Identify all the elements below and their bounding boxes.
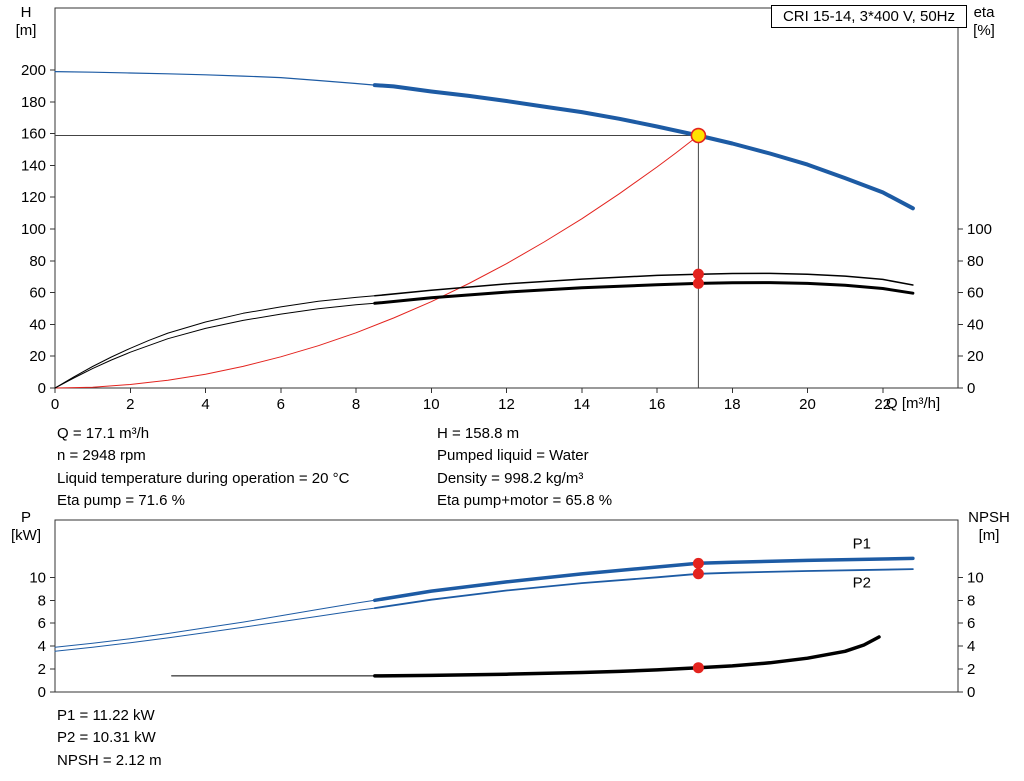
info-density: Density = 998.2 kg/m³ [437,469,584,487]
y-right-tick-label: 0 [967,380,975,397]
p2-duty-dot [692,568,704,580]
info-eta-pump: Eta pump = 71.6 % [57,491,185,509]
x-tick-label: 14 [573,396,590,413]
y-right-tick-label: 6 [967,615,975,632]
npsh-axis-title: NPSH [m] [960,509,1018,545]
x-tick-label: 6 [277,396,285,413]
info-liquid-temperature: Liquid temperature during operation = 20… [57,469,350,487]
eta-pump-motor-curve [373,281,915,305]
duty-point [690,127,707,144]
y-left-tick-label: 120 [21,189,46,206]
y-left-tick-label: 10 [29,569,46,586]
y-left-tick-label: 80 [29,253,46,270]
y-left-tick-label: 8 [38,592,46,609]
info-npsh: NPSH = 2.12 m [57,751,162,769]
y-right-tick-label: 8 [967,592,975,609]
eta-axis-title: eta [%] [962,4,1006,40]
h-axis-symbol: H [20,4,32,21]
x-tick-label: 8 [352,396,360,413]
eta-axis-unit: [%] [973,22,995,39]
head-curve [372,83,915,211]
x-tick-label: 10 [423,396,440,413]
eta-pump-motor-curve-extrapolated [54,302,376,389]
pump-model-box: CRI 15-14, 3*400 V, 50Hz [770,5,967,28]
x-tick-label: 12 [498,396,515,413]
y-left-tick-label: 180 [21,94,46,111]
y-left-tick-label: 6 [38,615,46,632]
x-tick-label: 16 [649,396,666,413]
p-axis-unit: [kW] [11,527,41,544]
p-axis-symbol: P [20,509,31,526]
x-tick-label: 22 [874,396,891,413]
h-axis-title: H [m] [4,4,48,40]
info-flow: Q = 17.1 m³/h [57,425,150,442]
p1-curve [373,556,915,603]
x-tick-label: 20 [799,396,816,413]
q-axis-title: Q [m³/h] [886,395,941,412]
x-tick-label: 2 [126,396,134,413]
y-right-tick-label: 4 [967,638,975,655]
y-left-tick-label: 20 [29,348,46,365]
y-left-tick-label: 100 [21,221,46,238]
eta-pump-duty-dot [692,268,704,280]
npsh-duty-dot [692,662,704,674]
y-right-tick-label: 100 [967,221,992,238]
y-right-tick-label: 60 [967,285,984,302]
p2-curve [373,568,914,609]
head-curve-extrapolated [54,70,376,86]
h-axis-unit: [m] [15,22,37,39]
npsh-curve [373,635,881,678]
info-p1: P1 = 11.22 kW [57,707,155,724]
info-p2: P2 = 10.31 kW [57,729,156,747]
power-npsh-chart-frame [54,519,959,693]
p2-curve-extrapolated [54,607,376,652]
y-right-tick-label: 40 [967,316,984,333]
duty-info-right: H = 158.8 m Pumped liquid = Water Densit… [437,423,612,512]
y-left-tick-label: 4 [38,638,46,655]
p-axis-title: P [kW] [4,509,48,545]
x-tick-label: 4 [201,396,209,413]
eta-axis-symbol: eta [973,4,995,21]
y-right-tick-label: 10 [967,569,984,586]
info-eta-pump-motor: Eta pump+motor = 65.8 % [437,491,613,509]
eta-pump-motor-duty-dot [692,277,704,289]
info-speed: n = 2948 rpm [57,447,146,465]
p1-curve-extrapolated [54,599,376,648]
x-tick-label: 0 [51,396,59,413]
duty-info-left: Q = 17.1 m³/h n = 2948 rpm Liquid temper… [57,423,349,512]
power-info: P1 = 11.22 kW P2 = 10.31 kW NPSH = 2.12 … [57,705,162,772]
y-left-tick-label: 140 [21,157,46,174]
y-left-tick-label: 200 [21,62,46,79]
y-right-tick-label: 80 [967,253,984,270]
y-left-tick-label: 60 [29,285,46,302]
y-right-tick-label: 0 [967,684,975,701]
y-left-tick-label: 160 [21,126,46,143]
y-left-tick-label: 0 [38,380,46,397]
npsh-axis-unit: [m] [978,527,1000,544]
info-pumped-liquid: Pumped liquid = Water [437,447,589,465]
duty-parabola [54,135,699,389]
info-head: H = 158.8 m [437,425,520,442]
p1-duty-dot [692,557,704,569]
p2-curve-label: P2 [853,575,871,592]
npsh-axis-symbol: NPSH [968,509,1010,526]
eta-pump-curve-extrapolated [54,295,376,389]
qh-eta-chart-frame [54,7,959,389]
p1-curve-label: P1 [853,536,871,553]
x-tick-label: 18 [724,396,741,413]
y-right-tick-label: 2 [967,661,975,678]
y-left-tick-label: 40 [29,316,46,333]
eta-pump-curve [374,272,914,297]
y-left-tick-label: 2 [38,661,46,678]
y-right-tick-label: 20 [967,348,984,365]
y-left-tick-label: 0 [38,684,46,701]
